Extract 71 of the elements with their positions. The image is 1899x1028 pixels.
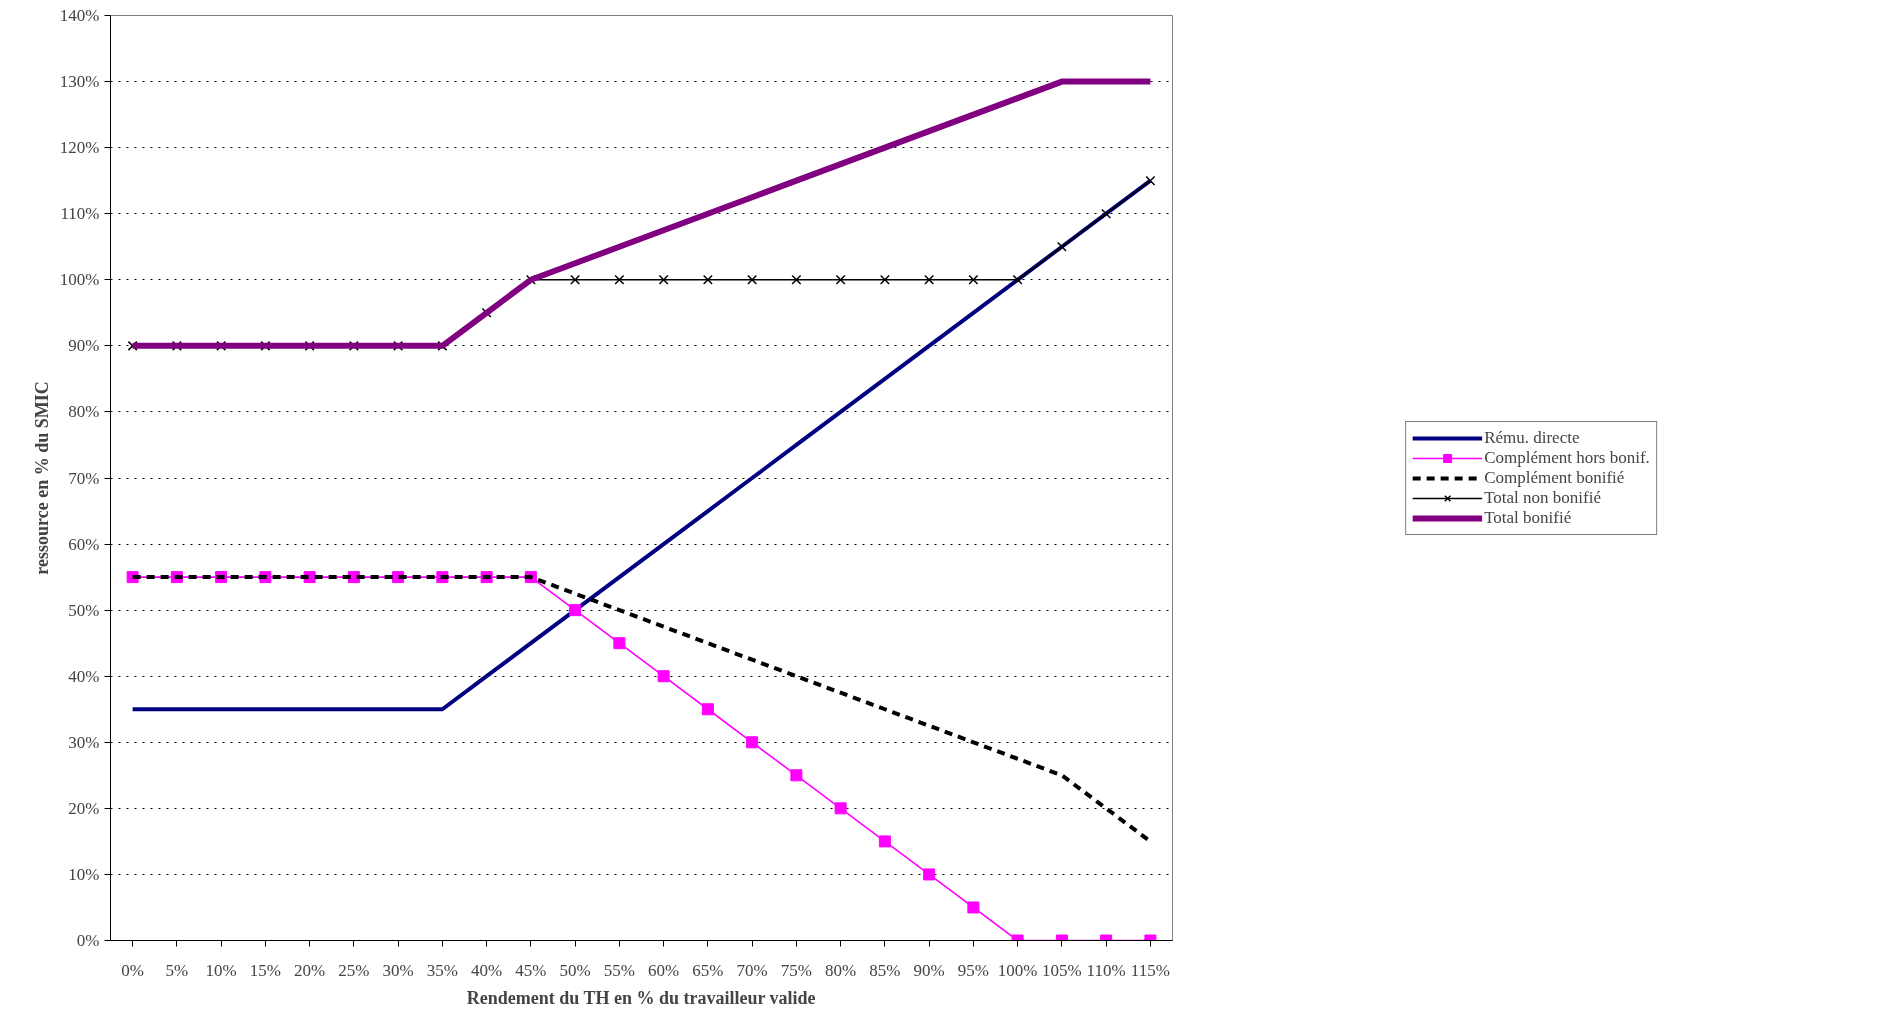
y-tick-label: 110% xyxy=(60,204,100,224)
point xyxy=(702,274,713,285)
point xyxy=(747,274,758,285)
point xyxy=(657,670,670,683)
x-tick-label: 85% xyxy=(869,960,901,980)
point xyxy=(569,604,582,617)
point xyxy=(1145,175,1156,186)
x-tick-label: 15% xyxy=(249,960,281,980)
point xyxy=(570,274,581,285)
legend-label: Rému. directe xyxy=(1484,427,1580,448)
y-tick-label: 20% xyxy=(68,798,100,818)
y-tick-label: 120% xyxy=(59,138,100,158)
x-tick-label: 65% xyxy=(692,960,724,980)
point xyxy=(127,340,138,351)
x-tick-label: 105% xyxy=(1042,960,1082,980)
y-tick-label: 50% xyxy=(68,600,100,620)
point xyxy=(1056,241,1067,252)
y-tick-label: 10% xyxy=(68,864,100,884)
x-tick-label: 100% xyxy=(997,960,1038,980)
x-tick-label: 95% xyxy=(957,960,989,980)
y-tick-label: 100% xyxy=(59,270,100,290)
y-axis-title: ressource en % du SMIC xyxy=(31,381,52,575)
point xyxy=(834,802,847,815)
y-tick-label: 0% xyxy=(76,931,100,950)
point xyxy=(1012,274,1023,285)
y-tick-label: 130% xyxy=(59,72,100,92)
legend-label: Complément bonifié xyxy=(1484,467,1625,488)
point xyxy=(613,637,626,650)
y-tick-label: 40% xyxy=(68,666,100,686)
point xyxy=(968,274,979,285)
x-tick-label: 115% xyxy=(1130,960,1170,980)
x-tick-label: 45% xyxy=(515,960,547,980)
point xyxy=(879,274,890,285)
x-tick-label: 60% xyxy=(648,960,680,980)
point xyxy=(658,274,669,285)
point xyxy=(701,703,714,716)
x-tick-label: 110% xyxy=(1086,960,1126,980)
y-tick-label: 60% xyxy=(68,534,100,554)
legend-label: Complément hors bonif. xyxy=(1484,447,1650,468)
point xyxy=(967,901,980,914)
x-tick-label: 50% xyxy=(559,960,591,980)
point xyxy=(791,274,802,285)
x-tick-label: 5% xyxy=(165,960,189,980)
x-tick-label: 70% xyxy=(736,960,768,980)
x-tick-label: 40% xyxy=(471,960,503,980)
x-tick-label: 90% xyxy=(913,960,945,980)
x-tick-label: 20% xyxy=(294,960,326,980)
x-tick-label: 80% xyxy=(825,960,857,980)
x-axis-title: Rendement du TH en % du travailleur valide xyxy=(466,987,816,1008)
point xyxy=(790,769,803,782)
point xyxy=(1101,208,1112,219)
y-tick-label: 80% xyxy=(68,402,100,422)
point xyxy=(746,736,759,749)
point xyxy=(614,274,625,285)
x-tick-label: 55% xyxy=(603,960,635,980)
x-tick-label: 30% xyxy=(382,960,414,980)
point xyxy=(835,274,846,285)
legend-label: Total non bonifié xyxy=(1484,487,1601,508)
legend-label: Total bonifié xyxy=(1484,507,1572,528)
y-tick-label: 30% xyxy=(68,732,100,752)
point xyxy=(923,868,936,881)
y-tick-label: 90% xyxy=(68,336,100,356)
x-tick-label: 75% xyxy=(780,960,812,980)
y-tick-label: 70% xyxy=(68,468,100,488)
point xyxy=(924,274,935,285)
point xyxy=(878,835,891,848)
x-tick-label: 35% xyxy=(426,960,458,980)
x-tick-label: 0% xyxy=(121,960,144,980)
x-tick-label: 10% xyxy=(205,960,237,980)
x-tick-label: 25% xyxy=(338,960,370,980)
y-tick-label: 140% xyxy=(59,6,100,25)
